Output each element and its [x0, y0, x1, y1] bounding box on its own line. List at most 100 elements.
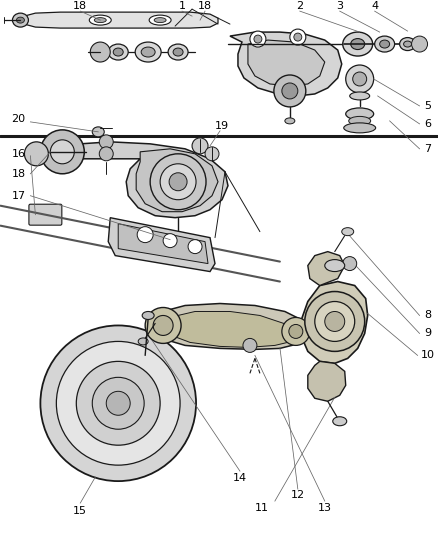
- Text: 3: 3: [336, 1, 343, 11]
- Ellipse shape: [113, 48, 123, 56]
- Circle shape: [145, 308, 181, 343]
- Circle shape: [289, 325, 303, 338]
- Text: 17: 17: [11, 191, 25, 201]
- Ellipse shape: [12, 13, 28, 27]
- Circle shape: [188, 240, 202, 254]
- Circle shape: [92, 377, 144, 429]
- Text: 5: 5: [424, 101, 431, 111]
- Ellipse shape: [380, 40, 390, 48]
- Ellipse shape: [173, 48, 183, 56]
- Ellipse shape: [399, 37, 416, 51]
- Polygon shape: [55, 142, 228, 217]
- FancyBboxPatch shape: [29, 204, 62, 225]
- Ellipse shape: [168, 44, 188, 60]
- Ellipse shape: [141, 47, 155, 57]
- Polygon shape: [308, 252, 345, 286]
- Circle shape: [205, 147, 219, 161]
- Ellipse shape: [108, 44, 128, 60]
- Text: 4: 4: [371, 1, 378, 11]
- Circle shape: [282, 318, 310, 345]
- Circle shape: [99, 147, 113, 161]
- Circle shape: [90, 42, 110, 62]
- Text: 2: 2: [296, 1, 304, 11]
- Circle shape: [137, 227, 153, 243]
- Text: 7: 7: [424, 144, 431, 154]
- Circle shape: [40, 326, 196, 481]
- Circle shape: [294, 33, 302, 41]
- Circle shape: [274, 75, 306, 107]
- Text: 1: 1: [179, 1, 186, 11]
- Ellipse shape: [154, 18, 166, 22]
- Circle shape: [343, 256, 357, 271]
- Circle shape: [50, 140, 74, 164]
- Ellipse shape: [325, 260, 345, 272]
- Circle shape: [305, 292, 365, 351]
- Text: 14: 14: [233, 473, 247, 483]
- Text: 6: 6: [424, 119, 431, 129]
- Circle shape: [325, 311, 345, 332]
- Text: 16: 16: [11, 149, 25, 159]
- Circle shape: [57, 342, 180, 465]
- Ellipse shape: [92, 127, 104, 137]
- Circle shape: [254, 35, 262, 43]
- Text: 20: 20: [11, 114, 25, 124]
- Circle shape: [106, 391, 130, 415]
- Circle shape: [192, 138, 208, 154]
- Circle shape: [163, 233, 177, 248]
- Polygon shape: [302, 281, 367, 364]
- Ellipse shape: [349, 116, 371, 125]
- Circle shape: [282, 83, 298, 99]
- Polygon shape: [230, 32, 342, 96]
- Text: 9: 9: [424, 328, 431, 338]
- Circle shape: [353, 72, 367, 86]
- Circle shape: [99, 135, 113, 149]
- Ellipse shape: [285, 118, 295, 124]
- Circle shape: [169, 173, 187, 191]
- Ellipse shape: [351, 38, 365, 50]
- Polygon shape: [21, 12, 218, 28]
- Polygon shape: [162, 311, 296, 348]
- Circle shape: [40, 130, 84, 174]
- Circle shape: [153, 316, 173, 335]
- Polygon shape: [248, 40, 325, 86]
- Polygon shape: [118, 224, 208, 264]
- Circle shape: [76, 361, 160, 445]
- Ellipse shape: [135, 42, 161, 62]
- Text: 8: 8: [424, 310, 431, 320]
- Circle shape: [290, 29, 306, 45]
- Circle shape: [243, 338, 257, 352]
- Circle shape: [250, 31, 266, 47]
- Ellipse shape: [374, 36, 395, 52]
- Ellipse shape: [17, 17, 25, 23]
- Ellipse shape: [343, 32, 373, 56]
- Circle shape: [412, 36, 427, 52]
- Ellipse shape: [333, 417, 347, 426]
- Text: 18: 18: [198, 1, 212, 11]
- Polygon shape: [150, 303, 308, 350]
- Ellipse shape: [342, 228, 354, 236]
- Ellipse shape: [346, 108, 374, 120]
- Ellipse shape: [350, 92, 370, 100]
- Text: 19: 19: [215, 121, 229, 131]
- Text: 10: 10: [420, 350, 434, 360]
- Circle shape: [150, 154, 206, 209]
- Ellipse shape: [344, 123, 376, 133]
- Polygon shape: [308, 361, 346, 401]
- Circle shape: [346, 65, 374, 93]
- Circle shape: [25, 142, 48, 166]
- Circle shape: [315, 302, 355, 342]
- Polygon shape: [108, 217, 215, 272]
- Text: 18: 18: [73, 1, 87, 11]
- Text: 15: 15: [73, 506, 87, 516]
- Ellipse shape: [89, 15, 111, 25]
- Ellipse shape: [94, 18, 106, 22]
- Text: 11: 11: [255, 503, 269, 513]
- Text: 12: 12: [291, 490, 305, 500]
- Ellipse shape: [149, 15, 171, 25]
- Text: 13: 13: [318, 503, 332, 513]
- Ellipse shape: [403, 41, 412, 47]
- Ellipse shape: [138, 338, 148, 345]
- Circle shape: [160, 164, 196, 200]
- Ellipse shape: [142, 311, 154, 319]
- Text: 18: 18: [11, 169, 25, 179]
